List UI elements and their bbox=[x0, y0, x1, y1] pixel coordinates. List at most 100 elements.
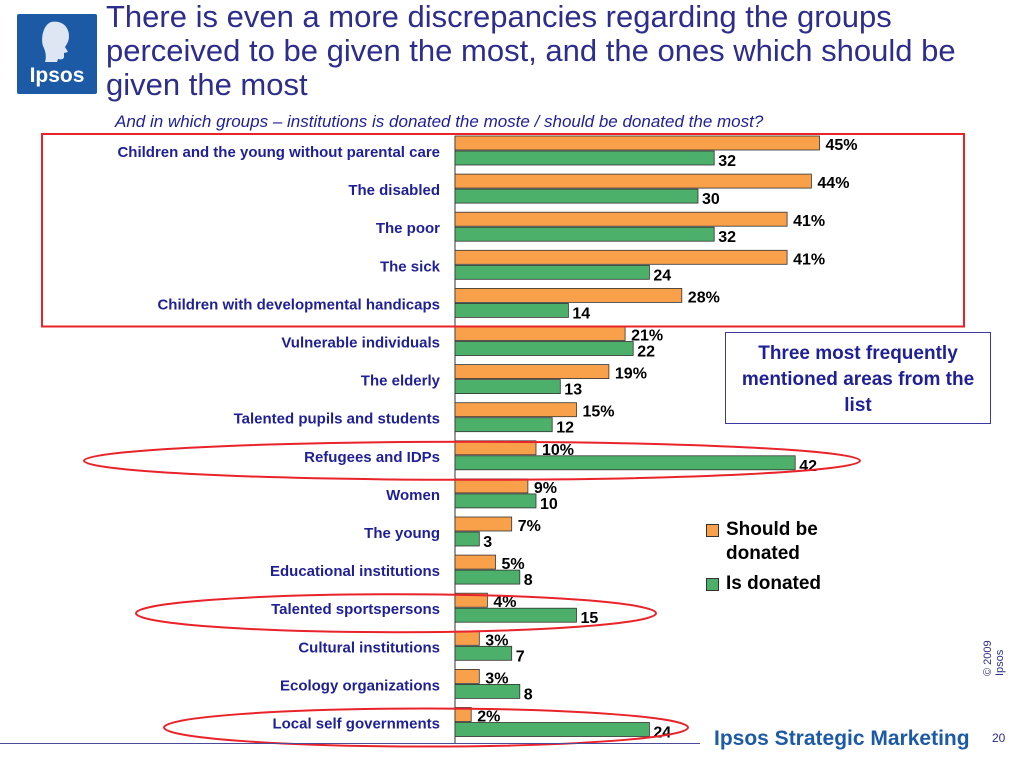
bar-should-donated bbox=[454, 669, 480, 684]
data-label-is: 3 bbox=[483, 534, 492, 551]
bar-is-donated bbox=[454, 569, 521, 585]
bar-is-donated bbox=[454, 264, 650, 280]
bar-is-donated bbox=[454, 150, 715, 166]
footer-brand: Ipsos Strategic Marketing bbox=[714, 727, 970, 750]
bar-is-donated bbox=[454, 341, 634, 356]
bar-should-donated bbox=[454, 554, 496, 570]
legend-item-is: Is donated bbox=[706, 572, 876, 596]
bar-is-donated bbox=[454, 379, 561, 395]
data-label-should: 5% bbox=[502, 556, 525, 573]
bar-is-donated bbox=[454, 531, 480, 547]
data-label-should: 9% bbox=[534, 480, 557, 497]
bar-should-donated bbox=[454, 707, 472, 722]
category-label: Talented sportspersons bbox=[271, 601, 440, 618]
category-label: Ecology organizations bbox=[280, 677, 440, 694]
bar-is-donated bbox=[454, 226, 715, 242]
bar-should-donated bbox=[454, 173, 812, 189]
data-label-is: 42 bbox=[799, 458, 817, 475]
data-label-should: 10% bbox=[542, 442, 574, 459]
copyright-text: © 2009 Ipsos bbox=[982, 640, 1006, 676]
category-label: The poor bbox=[376, 220, 440, 237]
data-label-is: 24 bbox=[653, 725, 671, 742]
bar-should-donated bbox=[454, 249, 788, 265]
page-title: There is even a more discrepancies regar… bbox=[106, 0, 956, 102]
data-label-is: 8 bbox=[524, 686, 533, 703]
data-label-should: 19% bbox=[615, 366, 647, 383]
category-label: Local self governments bbox=[272, 716, 440, 733]
category-label: The elderly bbox=[361, 373, 441, 390]
category-label: The disabled bbox=[348, 182, 440, 199]
head-silhouette-icon bbox=[42, 21, 69, 62]
category-label: Educational institutions bbox=[270, 563, 440, 580]
data-label-should: 44% bbox=[817, 175, 849, 192]
bar-is-donated bbox=[454, 493, 537, 509]
data-label-is: 13 bbox=[564, 382, 582, 399]
category-label: Talented pupils and students bbox=[234, 411, 440, 428]
bar-is-donated bbox=[454, 188, 699, 204]
data-label-should: 21% bbox=[631, 328, 663, 345]
category-label: Vulnerable individuals bbox=[281, 335, 440, 352]
footer-divider bbox=[0, 743, 700, 744]
highlight-ellipse bbox=[163, 707, 689, 748]
bar-is-donated bbox=[454, 302, 569, 318]
bar-is-donated bbox=[454, 607, 577, 623]
bar-should-donated bbox=[454, 440, 537, 456]
highlight-box bbox=[41, 133, 965, 328]
page-number: 20 bbox=[992, 731, 1006, 745]
data-label-is: 12 bbox=[556, 420, 574, 437]
legend-label-should: Should be donated bbox=[726, 519, 818, 564]
data-label-is: 24 bbox=[653, 267, 671, 284]
data-label-should: 7% bbox=[518, 518, 541, 535]
category-label: Women bbox=[386, 487, 440, 504]
data-label-should: 2% bbox=[477, 709, 500, 726]
data-label-should: 45% bbox=[826, 137, 858, 154]
data-label-should: 15% bbox=[583, 404, 615, 421]
data-label-should: 3% bbox=[485, 670, 508, 687]
bar-should-donated bbox=[454, 287, 683, 303]
category-label: The sick bbox=[380, 258, 441, 275]
bar-is-donated bbox=[454, 417, 553, 433]
bar-should-donated bbox=[454, 516, 513, 532]
data-label-is: 32 bbox=[718, 153, 736, 170]
data-label-should: 28% bbox=[688, 289, 720, 306]
bar-should-donated bbox=[454, 630, 480, 646]
data-label-should: 41% bbox=[793, 251, 825, 268]
data-label-is: 10 bbox=[540, 496, 558, 513]
data-label-is: 8 bbox=[524, 572, 533, 589]
data-label-should: 41% bbox=[793, 213, 825, 230]
legend-item-should: Should be donated bbox=[706, 518, 876, 566]
bar-should-donated bbox=[454, 211, 788, 227]
bar-is-donated bbox=[454, 455, 796, 471]
legend-label-is: Is donated bbox=[726, 573, 822, 594]
bar-should-donated bbox=[454, 402, 577, 418]
data-label-is: 15 bbox=[581, 610, 599, 627]
callout-box: Three most frequently mentioned areas fr… bbox=[725, 332, 991, 424]
chart-subtitle: And in which groups – institutions is do… bbox=[115, 112, 764, 131]
data-label-is: 32 bbox=[718, 229, 736, 246]
legend-swatch-is bbox=[706, 578, 719, 591]
data-label-is: 22 bbox=[637, 344, 655, 361]
bar-should-donated bbox=[454, 364, 610, 380]
bar-should-donated bbox=[454, 592, 488, 608]
category-label: Children with developmental handicaps bbox=[157, 296, 440, 313]
logo-text: Ipsos bbox=[29, 64, 85, 87]
data-label-should: 4% bbox=[493, 594, 516, 611]
chart-legend: Should be donated Is donated bbox=[706, 518, 876, 596]
legend-swatch-should bbox=[706, 524, 719, 537]
category-label: Cultural institutions bbox=[298, 639, 440, 656]
category-label: Refugees and IDPs bbox=[304, 449, 440, 466]
highlight-ellipse bbox=[83, 440, 861, 481]
bar-should-donated bbox=[454, 326, 626, 341]
bar-should-donated bbox=[454, 478, 529, 494]
bar-is-donated bbox=[454, 722, 650, 737]
data-label-is: 30 bbox=[702, 191, 720, 208]
category-label: The young bbox=[364, 525, 440, 542]
bar-should-donated bbox=[454, 135, 820, 151]
highlight-ellipse bbox=[135, 593, 657, 634]
bar-is-donated bbox=[454, 645, 513, 661]
category-label: Children and the young without parental … bbox=[117, 144, 440, 161]
ipsos-logo: Ipsos bbox=[17, 14, 97, 94]
data-label-is: 7 bbox=[516, 648, 525, 665]
data-label-is: 14 bbox=[572, 305, 590, 322]
